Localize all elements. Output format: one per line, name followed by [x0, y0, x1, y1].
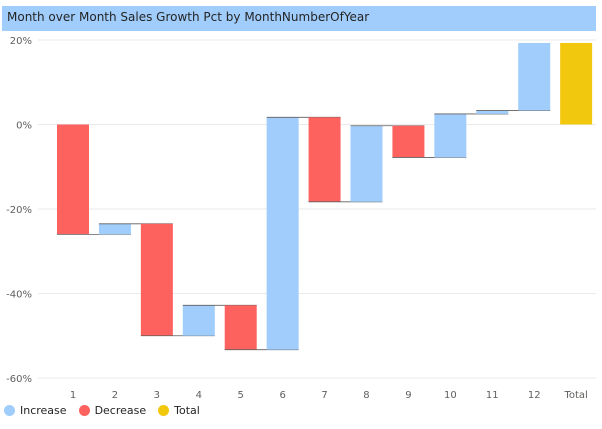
bar-decrease	[57, 124, 89, 235]
x-tick-label: 2	[112, 390, 118, 400]
legend-label-total: Total	[174, 403, 200, 417]
y-tick-label: -40%	[6, 290, 32, 301]
total-swatch-icon	[158, 404, 170, 416]
bar-decrease	[140, 223, 173, 336]
decrease-swatch-icon	[78, 404, 90, 416]
legend: Increase Decrease Total	[4, 402, 212, 418]
x-tick-label: 10	[444, 390, 457, 400]
bar-increase	[434, 113, 467, 158]
x-tick-label: 3	[154, 390, 160, 400]
bar-decrease	[224, 305, 257, 350]
legend-item-total[interactable]: Total	[158, 404, 200, 417]
bar-increase	[182, 305, 215, 336]
x-tick-label: 6	[279, 390, 285, 400]
y-tick-label: -60%	[6, 374, 32, 385]
y-tick-label: 20%	[10, 36, 32, 47]
bar-increase	[266, 117, 299, 350]
x-tick-label: 8	[363, 390, 369, 400]
x-tick-label: 12	[528, 390, 541, 400]
bar-decrease	[392, 125, 425, 158]
legend-label-decrease: Decrease	[94, 403, 147, 417]
bar-increase	[476, 110, 509, 114]
chart-title: Month over Month Sales Growth Pct by Mon…	[7, 10, 370, 24]
legend-label-increase: Increase	[20, 403, 67, 417]
x-tick-label: 1	[70, 390, 76, 400]
bar-increase	[350, 125, 383, 202]
bar-total	[560, 42, 593, 125]
legend-item-increase[interactable]: Increase	[4, 404, 67, 417]
x-tick-label: Total	[563, 390, 587, 400]
x-tick-label: 7	[321, 390, 327, 400]
bar-increase	[98, 223, 131, 235]
increase-swatch-icon	[4, 404, 15, 416]
bar-increase	[518, 42, 551, 111]
y-tick-label: 0%	[16, 121, 32, 132]
x-tick-label: 4	[196, 390, 202, 400]
x-tick-label: 5	[238, 390, 244, 400]
bar-decrease	[308, 117, 341, 202]
legend-item-decrease[interactable]: Decrease	[78, 403, 147, 417]
x-tick-label: 11	[486, 390, 499, 400]
chart-title-bar: Month over Month Sales Growth Pct by Mon…	[2, 6, 596, 31]
waterfall-chart: 20%0%-20%-40%-60%1 2 3 4 5 6 7 8 9 10 11 12 Total	[6, 36, 596, 400]
x-tick-label: 9	[405, 390, 411, 400]
y-tick-label: -20%	[6, 205, 32, 216]
